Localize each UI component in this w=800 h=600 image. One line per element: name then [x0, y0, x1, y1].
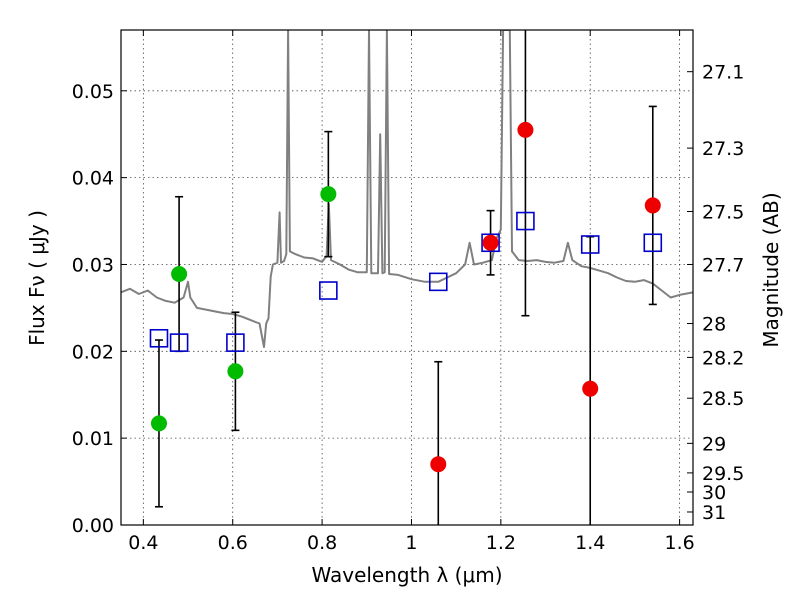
observed-point-red [517, 121, 534, 138]
x-axis-label: Wavelength λ (μm) [311, 563, 502, 587]
observed-point-green [150, 415, 167, 432]
x-tick-label: 1.2 [486, 532, 516, 554]
right-tick-label: 27.7 [702, 254, 744, 276]
y-tick-label: 0.04 [72, 168, 114, 190]
observed-point-green [171, 266, 188, 283]
plot-frame [120, 29, 694, 526]
y-axis-label: Flux Fν ( μJy ) [25, 210, 49, 346]
grid-lines [121, 30, 693, 526]
right-tick-label: 27.1 [702, 62, 744, 84]
model-photometry-square [643, 233, 663, 253]
y-tick-label: 0.01 [72, 428, 114, 450]
model-photometry-square [319, 281, 338, 300]
right-tick-label: 27.5 [702, 202, 744, 224]
observed-point-red [482, 234, 499, 251]
observed-point-green [320, 186, 337, 203]
x-tick-label: 1.6 [664, 532, 694, 554]
y-tick-label: 0.05 [72, 81, 114, 103]
y-axis-ticks: 0.00 0.01 0.02 0.03 0.04 0.05 [72, 81, 127, 537]
right-tick-label: 29 [702, 433, 726, 455]
observed-photometry-points [150, 121, 661, 473]
right-tick-label: 28.2 [702, 347, 744, 369]
observed-point-red [430, 456, 447, 473]
model-photometry-squares [149, 211, 663, 352]
model-photometry-square [516, 211, 535, 231]
model-spectrum-layer [121, 30, 693, 348]
right-axis-label: Magnitude (AB) [759, 192, 783, 347]
x-tick-label: 1.4 [575, 532, 605, 554]
x-tick-label: 0.4 [128, 532, 158, 554]
right-tick-label: 28.5 [702, 388, 744, 410]
model-photometry-square [169, 333, 189, 352]
x-tick-label: 0.6 [218, 532, 248, 554]
model-photometry-square [226, 333, 245, 352]
model-photometry-square [428, 272, 448, 292]
model-photometry-square [580, 235, 600, 254]
right-tick-label: 31 [702, 502, 726, 524]
observed-point-red [582, 380, 599, 397]
spectrum-line [121, 30, 693, 348]
observed-point-green [227, 363, 244, 380]
right-tick-label: 27.3 [702, 138, 744, 160]
observed-point-red [644, 197, 661, 214]
right-tick-label: 29.5 [702, 463, 744, 485]
x-axis-ticks: 0.4 0.6 0.8 1 1.2 1.4 1.6 [128, 30, 695, 554]
right-tick-label: 28 [702, 314, 726, 336]
x-tick-label: 1 [405, 532, 417, 554]
right-tick-label: 30 [702, 482, 726, 504]
model-photometry-square [481, 233, 500, 253]
y-tick-label: 0.03 [72, 254, 114, 276]
model-photometry-square [149, 328, 169, 348]
error-bars [154, 30, 657, 525]
y-tick-label: 0.02 [72, 341, 114, 363]
x-tick-label: 0.8 [307, 532, 337, 554]
y-tick-label: 0.00 [72, 515, 114, 537]
